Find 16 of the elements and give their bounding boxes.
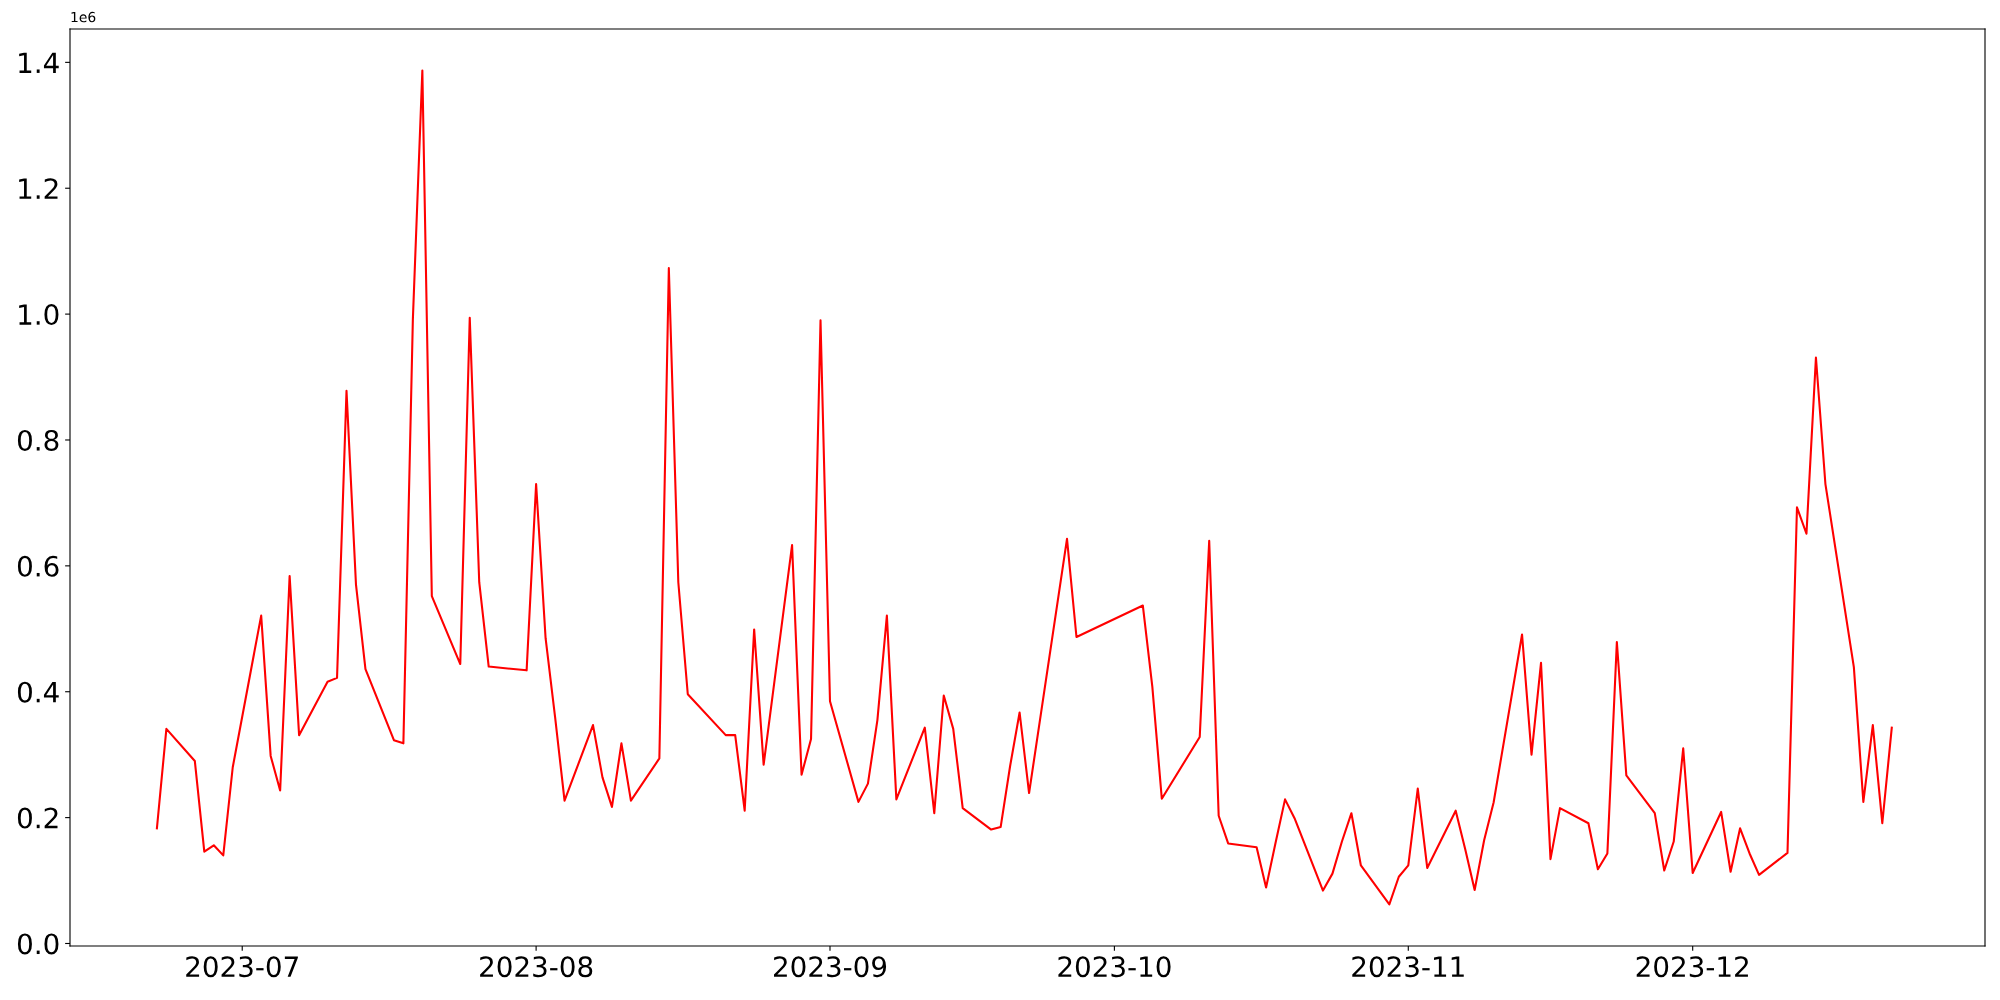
x-tick-label: 2023-08 [480, 956, 593, 978]
y-tick-label: 0.0 [17, 933, 59, 955]
x-tick-label: 2023-07 [186, 956, 298, 978]
y-tick-label: 0.4 [17, 681, 59, 703]
y-tick-label: 1.0 [19, 304, 59, 326]
x-tick-label: 2023-09 [774, 956, 887, 978]
line-series [155, 69, 1893, 906]
y-tick-label: 0.6 [17, 555, 59, 577]
y-tick-label: 1.4 [19, 52, 59, 73]
y-tick-label: 1.2 [19, 178, 58, 199]
x-tick-label: 2023-10 [1058, 956, 1171, 978]
y-tick-label: 0.2 [17, 807, 58, 829]
text: 1e6 [71, 11, 96, 23]
x-tick-label: 2023-11 [1352, 956, 1464, 978]
y-tick-label: 0.8 [17, 429, 59, 451]
x-tick-label: 2023-12 [1636, 956, 1748, 978]
